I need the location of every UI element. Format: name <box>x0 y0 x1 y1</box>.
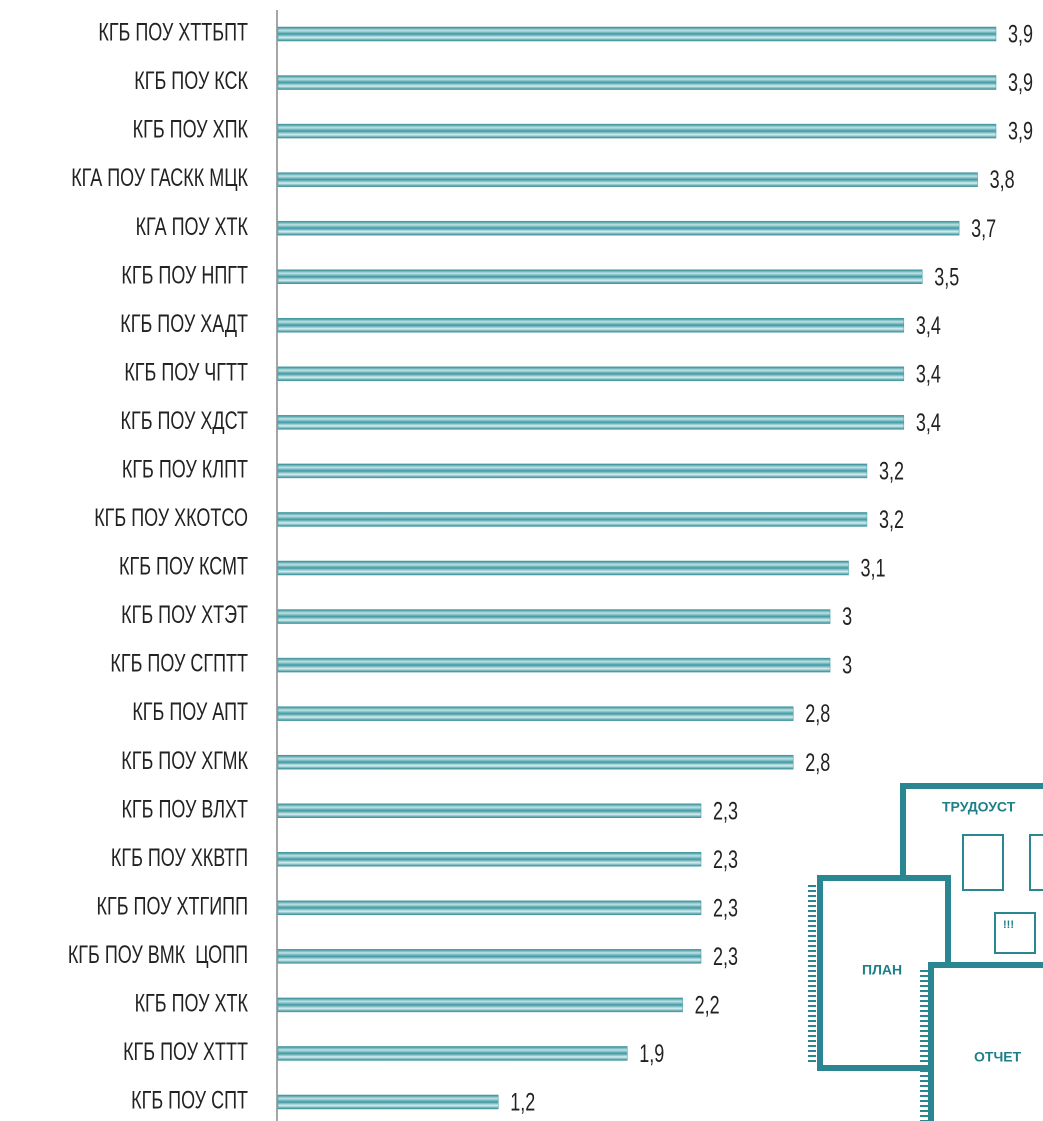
doc-icon <box>994 912 1036 954</box>
value-label: 3,2 <box>879 457 904 486</box>
bar <box>277 366 905 382</box>
bar <box>277 900 702 916</box>
category-label: КГБ ПОУ ХДСТ <box>120 406 248 435</box>
bar <box>277 26 997 42</box>
value-label: 3,9 <box>1008 20 1033 49</box>
doc-icon <box>962 834 1004 891</box>
category-label: КГБ ПОУ ХКОТСО <box>94 503 248 532</box>
bar <box>277 754 794 770</box>
frame <box>928 962 1043 1121</box>
value-label: 3,8 <box>990 165 1015 194</box>
value-label: 2,3 <box>713 796 738 825</box>
category-label: КГБ ПОУ ХТГИПП <box>97 891 248 920</box>
category-label: КГБ ПОУ КЛПТ <box>122 455 248 484</box>
bar <box>277 852 702 867</box>
bar <box>277 706 794 721</box>
value-label: 3,4 <box>916 311 941 340</box>
category-label: КГБ ПОУ ХГМК <box>121 746 248 775</box>
value-label: 3,5 <box>934 262 959 291</box>
value-label: 2,3 <box>713 942 738 971</box>
value-label: 3,1 <box>861 554 886 583</box>
bar <box>277 1046 628 1061</box>
bar <box>277 560 849 576</box>
category-label: КГБ ПОУ ЧГТТ <box>124 357 248 386</box>
category-label: КГБ ПОУ ХАДТ <box>120 309 248 338</box>
bar <box>277 318 905 333</box>
bar <box>277 657 831 673</box>
category-label: КГБ ПОУ КСК <box>134 66 248 95</box>
bar <box>277 415 905 430</box>
category-label: КГБ ПОУ НПГТ <box>121 260 248 289</box>
category-label: КГБ ПОУ СГПТТ <box>110 649 248 678</box>
value-label: 3,4 <box>916 408 941 437</box>
value-label: 2,2 <box>695 991 720 1020</box>
bar <box>277 123 997 139</box>
value-label: 3,2 <box>879 505 904 534</box>
bar <box>277 609 831 624</box>
value-label: 3 <box>842 651 852 680</box>
category-label: КГБ ПОУ ХТЭТ <box>121 600 248 629</box>
value-label: 2,8 <box>805 748 830 777</box>
value-label: 3,9 <box>1008 68 1033 97</box>
annotation: ТРУДОУСТ <box>942 799 1016 815</box>
category-label: КГБ ПОУ ВМК ЦОПП <box>68 940 248 969</box>
value-label: 1,2 <box>510 1088 535 1117</box>
value-label: 2,8 <box>805 699 830 728</box>
value-label: 2,3 <box>713 893 738 922</box>
annotation: !!! <box>1003 919 1014 931</box>
category-label: КГБ ПОУ ХТТБПТ <box>98 18 248 47</box>
category-label: КГБ ПОУ КСМТ <box>119 552 248 581</box>
category-label: КГБ ПОУ СПТ <box>131 1086 248 1115</box>
category-label: КГБ ПОУ ХПК <box>133 115 249 144</box>
category-label: КГА ПОУ ХТК <box>136 212 249 241</box>
bar <box>277 75 997 90</box>
category-label: КГБ ПОУ ХКВТП <box>111 843 248 872</box>
category-label: КГБ ПОУ ХТК <box>135 989 249 1018</box>
annotation: ПЛАН <box>862 962 902 978</box>
value-label: 1,9 <box>639 1039 664 1068</box>
value-label: 3,7 <box>971 214 996 243</box>
bar <box>277 269 923 284</box>
bar <box>277 997 683 1013</box>
annotation: ОТЧЕТ <box>974 1049 1022 1065</box>
value-label: 3,4 <box>916 359 941 388</box>
doc-icon <box>1029 834 1043 891</box>
bar <box>277 1094 499 1110</box>
value-label: 2,3 <box>713 845 738 874</box>
category-label: КГБ ПОУ АПТ <box>132 697 248 726</box>
bar <box>277 803 702 818</box>
bar <box>277 949 702 964</box>
category-label: КГБ ПОУ ВЛХТ <box>121 794 248 823</box>
category-label: КГБ ПОУ ХТТТ <box>123 1037 248 1066</box>
illustration: ТРУДОУСТ !!! ПЛАН ОТЧЕТ <box>808 783 1043 1121</box>
value-label: 3,9 <box>1008 117 1033 146</box>
bar <box>277 512 868 527</box>
bar <box>277 172 978 187</box>
value-label: 3 <box>842 602 852 631</box>
category-label: КГА ПОУ ГАСКК МЦК <box>71 163 248 192</box>
bar <box>277 463 868 479</box>
bar <box>277 220 960 236</box>
